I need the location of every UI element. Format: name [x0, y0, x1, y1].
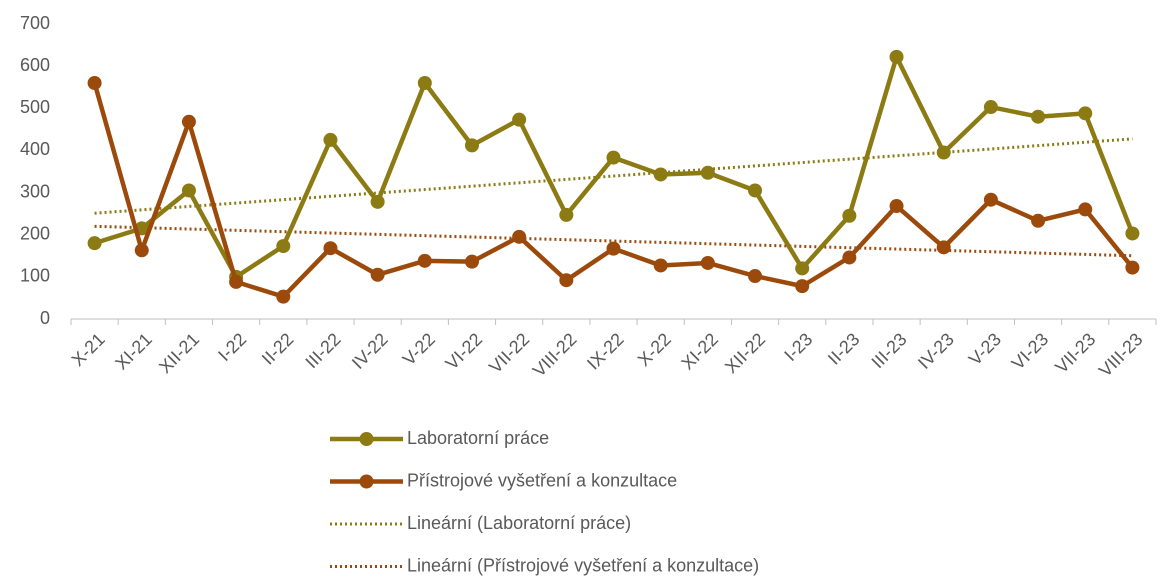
point	[181, 114, 196, 129]
point	[87, 76, 102, 90]
point	[1031, 213, 1046, 228]
x-tick-label: VI-22	[442, 329, 487, 374]
x-tick-label: I-22	[214, 329, 250, 365]
x-tick-label: XI-21	[111, 329, 156, 374]
point	[748, 269, 763, 284]
x-tick-label: V-23	[965, 329, 1005, 369]
point	[370, 267, 385, 282]
point	[936, 240, 951, 255]
x-tick-label: X-21	[68, 329, 109, 370]
point	[464, 138, 479, 153]
point	[323, 241, 338, 256]
point	[606, 150, 621, 165]
point	[417, 76, 432, 90]
trendline	[94, 137, 1133, 215]
x-tick-label: XII-21	[155, 329, 203, 377]
point	[323, 132, 338, 147]
point	[936, 145, 951, 160]
point	[229, 274, 244, 289]
point	[700, 255, 715, 270]
point	[559, 207, 574, 222]
point	[464, 254, 479, 269]
point	[276, 289, 291, 304]
y-tick-label: 600	[20, 55, 50, 75]
y-tick-label: 400	[20, 139, 50, 159]
x-tick-label: V-22	[399, 329, 439, 369]
point	[181, 183, 196, 198]
point	[1031, 109, 1046, 124]
point	[559, 273, 574, 288]
series-line	[92, 82, 1135, 299]
point	[983, 100, 998, 115]
point	[87, 236, 102, 251]
point	[889, 49, 904, 64]
x-tick-label: VII-22	[485, 329, 533, 377]
point	[1125, 226, 1140, 241]
x-tick-label: VIII-22	[529, 329, 581, 381]
point	[700, 165, 715, 180]
point	[512, 229, 527, 244]
point	[1078, 106, 1093, 121]
point	[653, 258, 668, 273]
point	[795, 279, 810, 294]
legend-label: Lineární (Laboratorní práce)	[407, 513, 631, 533]
y-tick-label: 300	[20, 181, 50, 201]
legend-marker	[359, 432, 374, 446]
legend-label: Laboratorní práce	[407, 428, 549, 448]
x-tick-label: VII-23	[1051, 329, 1099, 377]
x-tick-label: IX-22	[583, 329, 628, 374]
point	[1125, 260, 1140, 275]
legend-marker	[359, 474, 374, 489]
trendline	[94, 224, 1133, 258]
x-tick-label: III-23	[868, 329, 911, 372]
x-tick-label: IV-23	[914, 329, 958, 373]
point	[842, 208, 857, 223]
y-tick-label: 0	[40, 308, 50, 328]
x-tick-label: IV-22	[348, 329, 392, 373]
point	[653, 167, 668, 182]
point	[512, 112, 527, 127]
point	[417, 253, 432, 268]
x-tick-label: VIII-23	[1095, 329, 1147, 381]
point	[134, 243, 149, 258]
point	[370, 194, 385, 209]
x-tick-label: I-23	[780, 329, 816, 365]
y-tick-label: 500	[20, 97, 50, 117]
x-tick-label: XI-22	[677, 329, 722, 374]
x-tick-label: II-22	[258, 329, 298, 369]
x-tick-label: XII-22	[721, 329, 769, 377]
legend-label: Lineární (Přístrojové vyšetření a konzul…	[407, 555, 759, 575]
point	[1078, 202, 1093, 217]
y-tick-label: 200	[20, 223, 50, 243]
y-tick-label: 100	[20, 266, 50, 286]
legend-label: Přístrojové vyšetření a konzultace	[407, 470, 677, 490]
x-tick-label: II-23	[824, 329, 864, 369]
point	[983, 192, 998, 207]
x-tick-label: VI-23	[1008, 329, 1053, 374]
point	[889, 199, 904, 214]
point	[795, 261, 810, 276]
x-tick-label: III-22	[301, 329, 344, 372]
point	[606, 241, 621, 256]
point	[748, 183, 763, 198]
x-tick-label: X-22	[634, 329, 675, 370]
y-tick-label: 700	[20, 13, 50, 33]
point	[276, 239, 291, 254]
point	[842, 250, 857, 265]
